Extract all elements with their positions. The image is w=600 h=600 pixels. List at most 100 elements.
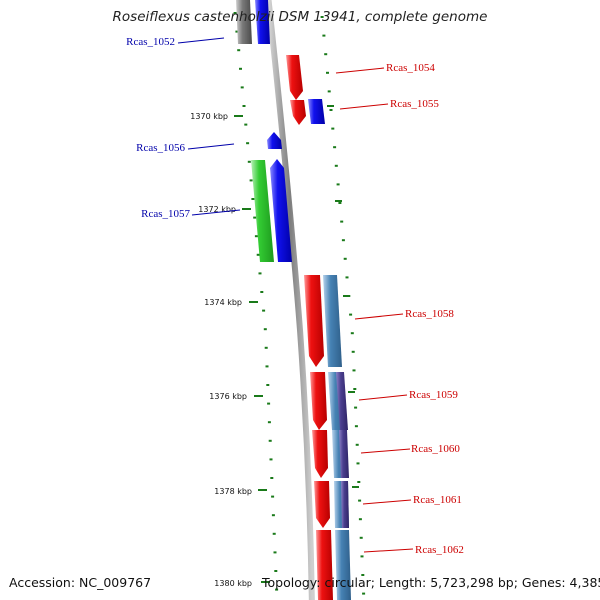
scale-dot [358,518,362,521]
scale-dot [334,164,338,167]
scale-dot [354,425,358,428]
scale-dot [253,216,257,219]
scale-dot [329,109,333,111]
leader-line [187,143,235,150]
scale-dot [336,183,340,186]
gene-arrow-rcas-1056[interactable] [267,132,282,149]
gene-arrow-rcas-1061-c[interactable] [341,481,349,528]
scale-dot [322,34,326,37]
gene-arrow[interactable] [255,0,270,44]
scale-dot [362,592,366,595]
gene-arrow-rcas-1057-green[interactable] [251,160,274,262]
scale-dot [273,551,277,554]
gene-labels: Rcas_1052 Rcas_1054 Rcas_1055 Rcas_1056 … [126,36,464,556]
scale-dot [272,532,276,535]
gene-arrow-rcas-1060[interactable] [312,430,328,478]
topology-text: Topology: circular; Length: 5,723,298 bp… [262,575,600,590]
scale-dot [233,12,237,14]
scale-dot [237,49,241,52]
leader-line [339,103,389,110]
gene-label-rcas-1055[interactable]: Rcas_1055 [390,98,439,110]
leader-line [335,67,385,74]
gene-label-rcas-1054[interactable]: Rcas_1054 [386,62,435,74]
gene-arrow-rcas-1062-b[interactable] [335,530,351,600]
scale-dot [356,462,360,465]
scale-dot [264,346,268,349]
scale-dot [340,220,344,223]
gene-arrow-rcas-1061[interactable] [314,481,330,528]
genome-title: Roseiflexus castenholzii DSM 13941, comp… [112,9,488,25]
gene-arrow-rcas-1058[interactable] [304,275,324,367]
leader-line [177,37,225,44]
gene-label-rcas-1058[interactable]: Rcas_1058 [405,308,454,320]
gene-label-rcas-1056[interactable]: Rcas_1056 [136,142,185,154]
tick-label: 1380 kbp [214,579,252,588]
scale-dot [247,160,251,163]
scale-dot [244,123,248,126]
scale-dot [349,313,353,316]
scale-dot [265,365,269,368]
scale-dot [345,276,349,279]
scale-dot [354,406,358,409]
label-leaders [177,37,414,553]
scale-dot [359,536,363,539]
scale-dot [324,53,328,56]
scale-dot [249,179,253,182]
scale-dot [267,421,271,424]
tick-label: 1374 kbp [204,298,242,307]
scale-dot [256,253,260,256]
leader-line [358,394,408,401]
scale-dot [353,388,357,390]
scale-dot [320,16,324,18]
gene-arrow-rcas-1058-b[interactable] [323,275,342,367]
gene-arrow-rcas-1059[interactable] [310,372,327,430]
scale-dot [350,332,354,335]
scale-dot [239,67,242,70]
gene-arrow-rcas-1062[interactable] [316,530,333,600]
tick-label: 1372 kbp [198,205,236,214]
scale-dot [358,499,362,502]
scale-dot [251,198,255,200]
gene-arrow-rcas-1055[interactable] [290,100,306,125]
leader-line [363,548,414,553]
genome-backbone [265,0,315,600]
scale-dot [333,146,337,149]
scale-dot [351,350,355,353]
scale-dot [326,71,329,74]
gene-arrow-rcas-1060-c[interactable] [339,430,349,478]
gene-arrow[interactable] [236,0,252,44]
leader-line [362,499,412,505]
leader-line [360,448,411,454]
gene-label-rcas-1060[interactable]: Rcas_1060 [411,443,460,455]
tick-label: 1370 kbp [190,112,228,121]
gene-label-rcas-1061[interactable]: Rcas_1061 [413,494,462,506]
scale-ticks: 1370 kbp 1372 kbp 1374 kbp 1376 kbp 1378… [190,105,359,588]
gene-arrow-rcas-1059-c[interactable] [336,372,348,430]
gene-label-rcas-1052[interactable]: Rcas_1052 [126,36,175,48]
scale-dot [258,272,262,275]
scale-dot [361,574,365,576]
scale-dot [327,90,331,93]
scale-dot [266,384,270,386]
gene-features [236,0,351,600]
leader-line [354,313,404,320]
gene-arrow-rcas-1054[interactable] [286,55,303,100]
scale-dot [235,30,239,33]
scale-dot [338,202,342,204]
gene-arrow-rcas-1057[interactable] [270,159,292,262]
gene-label-rcas-1059[interactable]: Rcas_1059 [409,389,458,401]
scale-dot [275,588,279,591]
gene-label-rcas-1062[interactable]: Rcas_1062 [415,544,464,556]
scale-dot [270,477,274,479]
scale-dot [271,514,275,517]
scale-dot [343,257,347,260]
scale-dot [331,127,335,130]
scale-dot [262,309,266,312]
leader-line [191,209,241,216]
scale-dot [341,239,345,242]
gene-arrow-rcas-1055-b[interactable] [308,99,325,124]
tick-label: 1378 kbp [214,487,252,496]
scale-dot [260,291,264,293]
gene-label-rcas-1057[interactable]: Rcas_1057 [141,208,190,220]
